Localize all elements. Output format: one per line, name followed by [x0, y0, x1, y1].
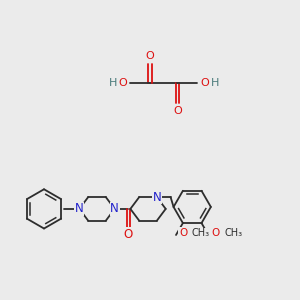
- Text: N: N: [75, 202, 84, 215]
- Text: O: O: [173, 106, 182, 116]
- Text: O: O: [118, 78, 127, 88]
- Text: O: O: [146, 51, 154, 61]
- Text: O: O: [201, 78, 209, 88]
- Text: H: H: [211, 78, 219, 88]
- Text: O: O: [211, 228, 220, 238]
- Text: CH₃: CH₃: [192, 228, 210, 238]
- Text: H: H: [109, 78, 117, 88]
- Text: N: N: [152, 190, 161, 204]
- Text: CH₃: CH₃: [224, 228, 242, 238]
- Text: O: O: [124, 228, 133, 241]
- Text: O: O: [179, 228, 187, 238]
- Text: N: N: [110, 202, 119, 215]
